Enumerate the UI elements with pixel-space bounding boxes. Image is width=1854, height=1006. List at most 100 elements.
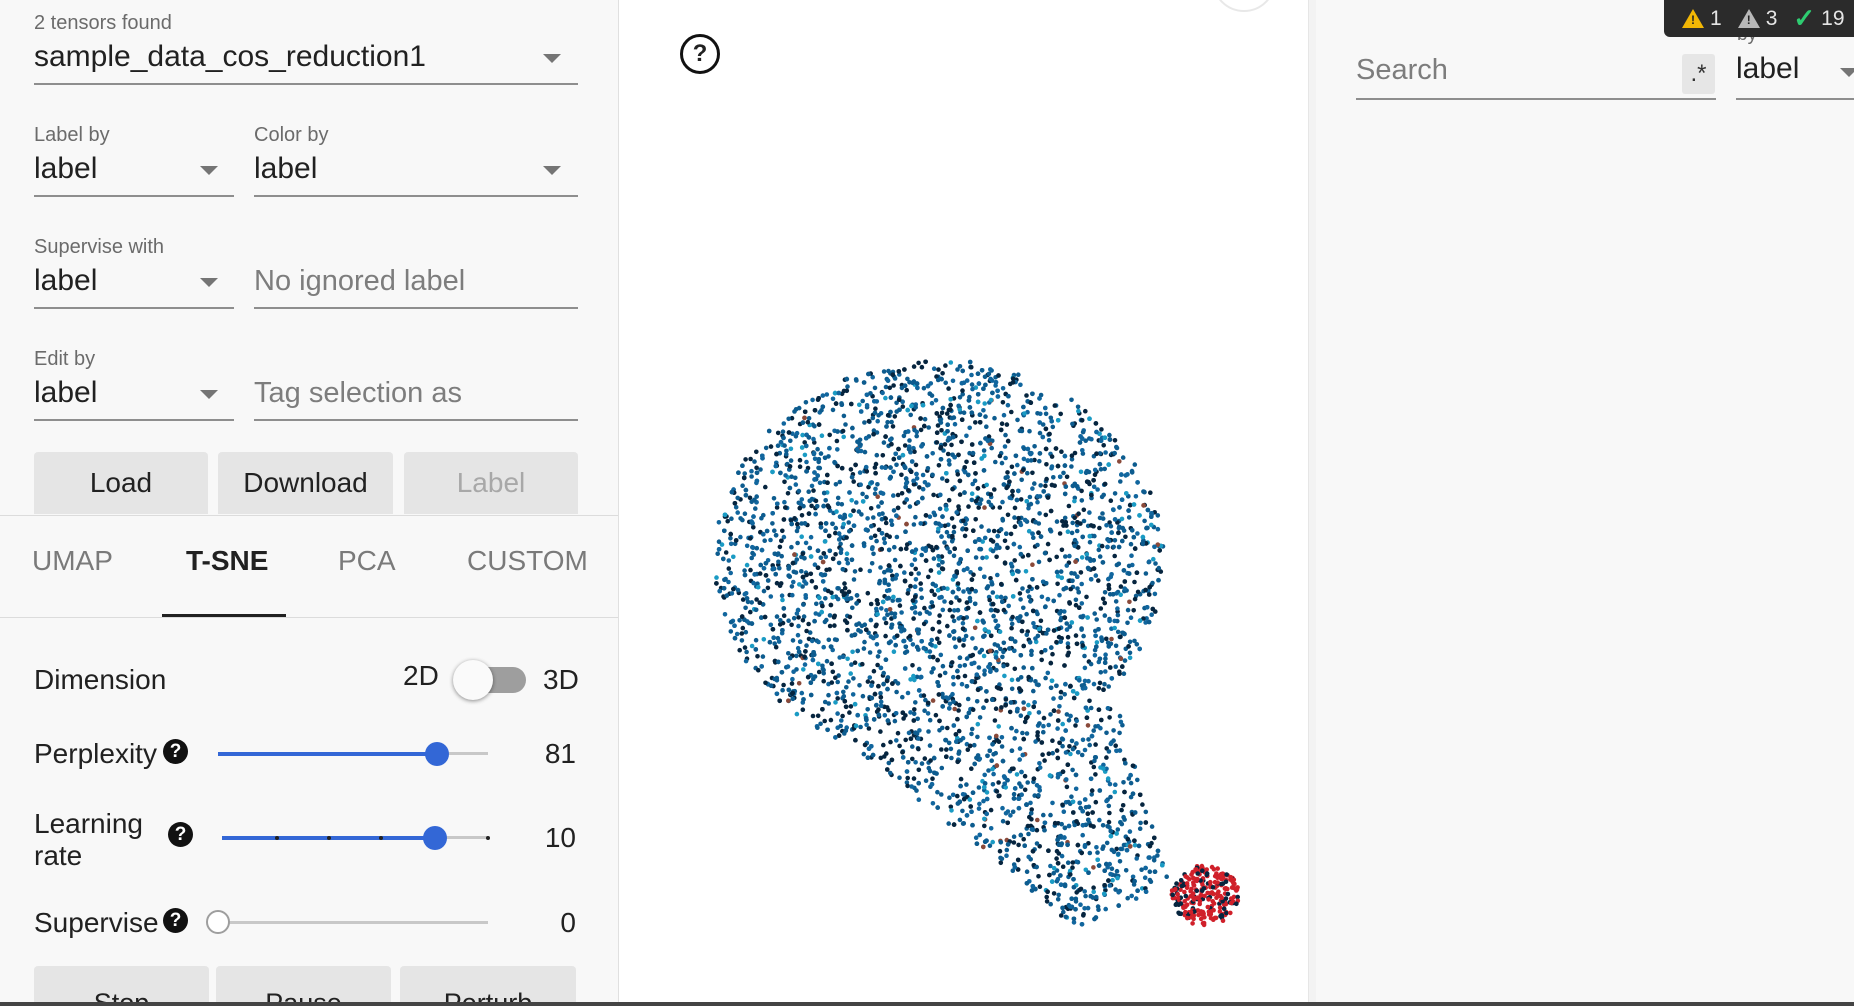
- data-point[interactable]: [1126, 515, 1132, 520]
- data-point[interactable]: [1137, 513, 1142, 518]
- data-point[interactable]: [1041, 812, 1046, 818]
- data-point[interactable]: [1071, 916, 1077, 922]
- data-point[interactable]: [1091, 558, 1096, 563]
- data-point[interactable]: [917, 728, 922, 733]
- data-point[interactable]: [1026, 702, 1031, 708]
- data-point[interactable]: [917, 485, 922, 490]
- data-point[interactable]: [956, 452, 961, 458]
- data-point[interactable]: [918, 416, 923, 421]
- data-point[interactable]: [1028, 400, 1034, 406]
- data-point[interactable]: [1072, 537, 1078, 543]
- data-point[interactable]: [881, 369, 887, 374]
- data-point[interactable]: [1097, 788, 1103, 793]
- data-point[interactable]: [799, 521, 804, 526]
- data-point[interactable]: [1204, 871, 1210, 876]
- data-point[interactable]: [740, 597, 746, 602]
- data-point[interactable]: [742, 568, 747, 573]
- data-point[interactable]: [781, 421, 787, 426]
- data-point[interactable]: [958, 737, 963, 743]
- data-point[interactable]: [1130, 791, 1136, 796]
- data-point[interactable]: [1152, 869, 1158, 874]
- data-point[interactable]: [748, 456, 753, 462]
- data-point[interactable]: [786, 618, 791, 623]
- data-point[interactable]: [871, 428, 877, 433]
- data-point[interactable]: [1215, 880, 1220, 885]
- data-point[interactable]: [845, 560, 851, 566]
- data-point[interactable]: [794, 528, 800, 534]
- data-point[interactable]: [1055, 581, 1060, 587]
- data-point[interactable]: [951, 699, 956, 705]
- dimension-toggle-knob[interactable]: [453, 660, 493, 700]
- data-point[interactable]: [771, 635, 776, 640]
- data-point[interactable]: [1128, 541, 1134, 547]
- data-point[interactable]: [1042, 550, 1048, 556]
- data-point[interactable]: [1079, 498, 1085, 503]
- data-point[interactable]: [1033, 739, 1038, 744]
- data-point[interactable]: [936, 554, 941, 559]
- tensor-select[interactable]: sample_data_cos_reduction1: [34, 40, 426, 73]
- data-point[interactable]: [1037, 451, 1043, 456]
- data-point[interactable]: [1108, 741, 1114, 747]
- data-point[interactable]: [895, 492, 901, 498]
- data-point[interactable]: [915, 716, 920, 722]
- data-point[interactable]: [997, 682, 1002, 687]
- data-point[interactable]: [787, 655, 793, 661]
- data-point[interactable]: [1047, 872, 1052, 878]
- data-point[interactable]: [1084, 479, 1090, 485]
- data-point[interactable]: [1030, 884, 1036, 889]
- data-point[interactable]: [1044, 894, 1049, 900]
- data-point[interactable]: [1113, 887, 1118, 892]
- data-point[interactable]: [888, 395, 894, 400]
- data-point[interactable]: [851, 577, 857, 582]
- data-point[interactable]: [801, 697, 806, 702]
- data-point[interactable]: [1150, 580, 1155, 586]
- data-point[interactable]: [790, 431, 795, 437]
- data-point[interactable]: [1087, 510, 1092, 515]
- data-point[interactable]: [1077, 678, 1082, 683]
- data-point[interactable]: [927, 514, 933, 519]
- data-point[interactable]: [885, 767, 890, 772]
- data-point[interactable]: [850, 649, 855, 655]
- data-point[interactable]: [1059, 449, 1064, 455]
- data-point[interactable]: [919, 761, 925, 766]
- data-point[interactable]: [952, 573, 957, 579]
- data-point[interactable]: [816, 457, 822, 462]
- data-point[interactable]: [941, 585, 946, 591]
- data-point[interactable]: [1128, 615, 1134, 620]
- data-point[interactable]: [1178, 887, 1183, 892]
- data-point[interactable]: [1117, 859, 1123, 864]
- data-point[interactable]: [1019, 769, 1024, 775]
- data-point[interactable]: [855, 712, 860, 718]
- data-point[interactable]: [742, 591, 748, 597]
- data-point[interactable]: [1091, 523, 1096, 529]
- data-point[interactable]: [987, 748, 993, 754]
- data-point[interactable]: [1015, 706, 1020, 712]
- data-point[interactable]: [924, 609, 930, 615]
- data-point[interactable]: [1097, 451, 1103, 456]
- data-point[interactable]: [1184, 902, 1190, 908]
- data-point[interactable]: [1123, 534, 1128, 540]
- data-point[interactable]: [990, 766, 995, 772]
- data-point[interactable]: [1068, 751, 1073, 757]
- data-point[interactable]: [938, 492, 943, 498]
- data-point[interactable]: [890, 598, 895, 603]
- data-point[interactable]: [794, 430, 800, 436]
- data-point[interactable]: [1028, 800, 1033, 806]
- data-point[interactable]: [925, 711, 931, 716]
- data-point[interactable]: [990, 390, 995, 396]
- data-point[interactable]: [1046, 848, 1051, 853]
- data-point[interactable]: [965, 747, 971, 752]
- data-point[interactable]: [1096, 863, 1102, 868]
- data-point[interactable]: [1068, 713, 1073, 719]
- data-point[interactable]: [1107, 781, 1113, 787]
- data-point[interactable]: [1121, 568, 1127, 573]
- data-point[interactable]: [968, 364, 974, 370]
- data-point[interactable]: [930, 547, 936, 553]
- data-point[interactable]: [990, 742, 995, 747]
- data-point[interactable]: [749, 468, 754, 474]
- data-point[interactable]: [775, 501, 780, 507]
- data-point[interactable]: [714, 575, 719, 580]
- data-point[interactable]: [725, 518, 730, 524]
- data-point[interactable]: [1106, 582, 1112, 588]
- data-point[interactable]: [1062, 663, 1067, 668]
